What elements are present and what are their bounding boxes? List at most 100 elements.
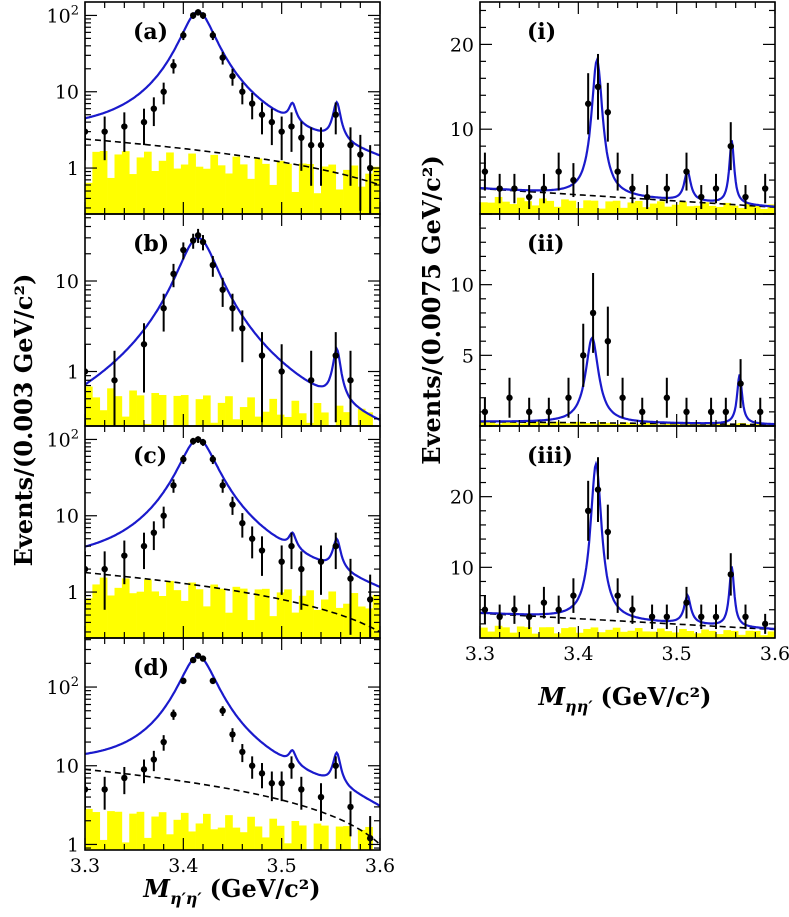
- background-histogram-bar: [203, 168, 211, 214]
- data-point-marker: [288, 762, 295, 769]
- data-point-marker: [278, 368, 285, 375]
- background-histogram-bar: [210, 829, 219, 850]
- background-histogram-bar: [335, 826, 344, 850]
- data-point: [594, 457, 602, 522]
- data-point: [288, 756, 295, 779]
- background-histogram-bar: [487, 202, 496, 214]
- data-point-marker: [614, 168, 621, 175]
- background-histogram-bar: [583, 628, 591, 638]
- data-point-marker: [189, 237, 197, 244]
- background-histogram-bar: [365, 412, 373, 426]
- data-point: [160, 82, 167, 105]
- background-histogram-bar: [239, 164, 248, 214]
- x-tick-label: 3.5: [662, 643, 692, 665]
- background-histogram-bar: [343, 412, 351, 426]
- background-histogram-bar: [107, 388, 115, 426]
- data-point: [317, 127, 325, 186]
- background-histogram-bar: [262, 163, 270, 214]
- data-point-marker: [194, 652, 202, 659]
- data-point-marker: [643, 193, 651, 201]
- data-point: [199, 655, 207, 662]
- data-point: [496, 604, 503, 630]
- background-histogram-bar: [516, 197, 525, 214]
- background-histogram-bar: [524, 422, 532, 426]
- data-point-marker: [604, 528, 612, 536]
- data-point-marker: [712, 613, 720, 620]
- data-point-marker: [639, 408, 646, 416]
- background-histogram-bar: [262, 588, 270, 638]
- data-point-marker: [219, 707, 226, 714]
- data-point: [332, 756, 339, 779]
- background-histogram-bar: [590, 423, 599, 426]
- background-histogram-bar: [671, 422, 680, 426]
- data-point-marker: [737, 380, 744, 387]
- background-histogram-bar: [752, 630, 761, 638]
- data-point: [170, 479, 177, 493]
- data-point-marker: [496, 185, 503, 192]
- x-tick-label: 3.3: [465, 643, 495, 665]
- background-histogram-bar: [85, 598, 93, 638]
- left-x-axis-title: Mη′η′ (GeV/c²): [142, 874, 320, 908]
- x-tick-label: 3.4: [168, 855, 198, 877]
- background-histogram-bar: [664, 631, 673, 638]
- background-histogram-bar: [634, 628, 643, 638]
- background-histogram-bar: [99, 410, 108, 426]
- data-point-marker: [584, 100, 592, 107]
- data-point-marker: [545, 408, 553, 416]
- background-histogram-bar: [180, 812, 189, 850]
- data-point-marker: [180, 246, 187, 254]
- data-point-marker: [258, 547, 266, 554]
- data-point-marker: [258, 352, 266, 359]
- data-point-marker: [565, 394, 572, 401]
- data-point-marker: [317, 141, 325, 149]
- data-point: [496, 173, 503, 204]
- data-point-marker: [525, 193, 533, 201]
- background-histogram-bar: [357, 829, 366, 850]
- background-histogram-bar: [321, 599, 329, 638]
- background-histogram-bar: [598, 208, 606, 214]
- panel-ii: 5 10 (ii): [450, 213, 776, 427]
- data-point: [698, 185, 705, 210]
- background-histogram-bar: [723, 202, 732, 214]
- data-point: [698, 604, 705, 630]
- data-point: [332, 102, 339, 135]
- background-histogram-bar: [225, 173, 233, 214]
- data-point-marker: [194, 436, 202, 443]
- panel-label: (ii): [527, 231, 565, 257]
- data-point-marker: [189, 437, 197, 445]
- data-point-marker: [160, 305, 167, 312]
- data-point-marker: [199, 238, 207, 246]
- background-histogram-bar: [546, 422, 555, 426]
- data-point-marker: [150, 105, 158, 112]
- background-histogram-bar: [561, 628, 569, 638]
- background-histogram-bar: [335, 189, 344, 214]
- data-point-marker: [604, 109, 612, 116]
- data-point: [258, 763, 266, 789]
- background-histogram-bar: [693, 633, 702, 638]
- background-histogram-bar: [136, 811, 145, 850]
- background-histogram-bar: [335, 607, 344, 638]
- background-histogram-bar: [107, 177, 115, 214]
- right-x-axis-symbol: M: [537, 682, 566, 711]
- data-point-marker: [366, 596, 374, 603]
- background-histogram-bar: [262, 411, 270, 426]
- data-point-marker: [170, 711, 177, 718]
- background-histogram-bar: [693, 422, 702, 426]
- background-histogram-bar: [598, 632, 606, 638]
- data-point: [140, 759, 148, 784]
- background-histogram-bar: [99, 839, 108, 850]
- background-histogram-bar: [107, 595, 115, 638]
- background-histogram-bar: [121, 578, 130, 638]
- data-point: [121, 766, 128, 795]
- data-point: [258, 536, 266, 576]
- data-point-marker: [209, 32, 217, 39]
- background-histogram-bar: [553, 633, 562, 638]
- data-point: [298, 121, 305, 171]
- data-point: [663, 604, 671, 630]
- data-point-marker: [101, 128, 108, 135]
- data-point-marker: [619, 394, 626, 401]
- plot-area: [85, 9, 380, 214]
- data-point: [307, 350, 315, 426]
- background-histogram-bar: [151, 170, 160, 214]
- data-point-marker: [170, 62, 177, 69]
